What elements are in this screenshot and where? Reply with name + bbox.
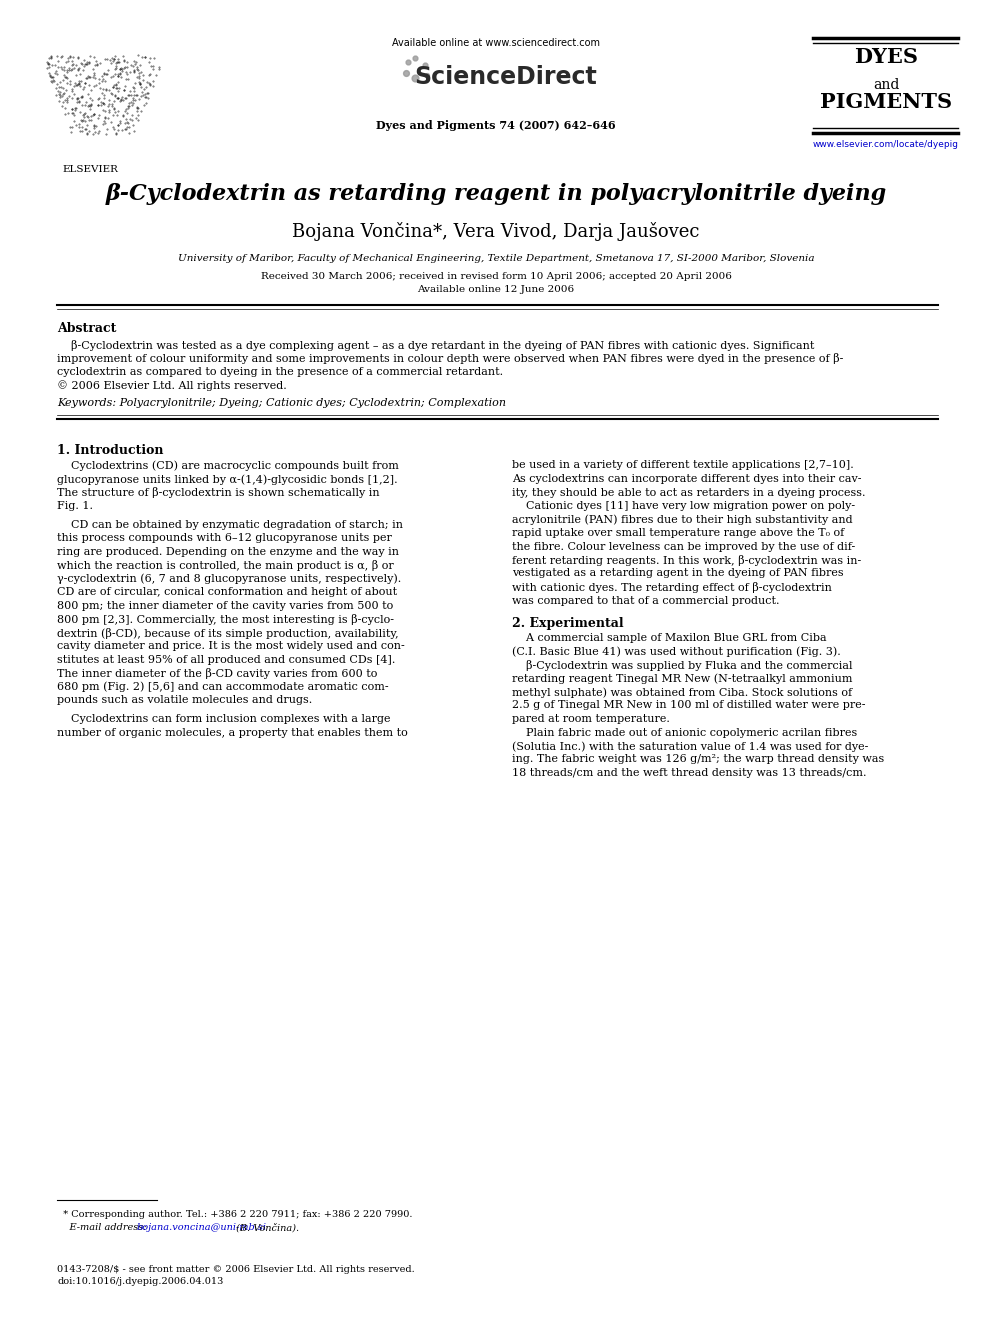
Text: Available online at www.sciencedirect.com: Available online at www.sciencedirect.co…	[392, 38, 600, 48]
Text: with cationic dyes. The retarding effect of β-cyclodextrin: with cationic dyes. The retarding effect…	[512, 582, 832, 593]
Text: * Corresponding author. Tel.: +386 2 220 7911; fax: +386 2 220 7990.: * Corresponding author. Tel.: +386 2 220…	[57, 1211, 413, 1218]
Text: γ-cyclodextrin (6, 7 and 8 glucopyranose units, respectively).: γ-cyclodextrin (6, 7 and 8 glucopyranose…	[57, 574, 401, 585]
Text: PIGMENTS: PIGMENTS	[820, 93, 952, 112]
Bar	[38, 50, 168, 149]
Text: The inner diameter of the β-CD cavity varies from 600 to: The inner diameter of the β-CD cavity va…	[57, 668, 377, 680]
Text: methyl sulphate) was obtained from Ciba. Stock solutions of: methyl sulphate) was obtained from Ciba.…	[512, 687, 852, 697]
Text: dextrin (β-CD), because of its simple production, availability,: dextrin (β-CD), because of its simple pr…	[57, 628, 399, 639]
Text: pared at room temperature.: pared at room temperature.	[512, 714, 670, 724]
Text: 18 threads/cm and the weft thread density was 13 threads/cm.: 18 threads/cm and the weft thread densit…	[512, 767, 866, 778]
Text: Abstract: Abstract	[57, 321, 116, 335]
Text: β-Cyclodextrin as retarding reagent in polyacrylonitrile dyeing: β-Cyclodextrin as retarding reagent in p…	[105, 183, 887, 205]
Text: which the reaction is controlled, the main product is α, β or: which the reaction is controlled, the ma…	[57, 561, 394, 572]
Text: glucopyranose units linked by α-(1,4)-glycosidic bonds [1,2].: glucopyranose units linked by α-(1,4)-gl…	[57, 474, 398, 484]
Text: (B. Vončina).: (B. Vončina).	[233, 1222, 300, 1233]
Text: (C.I. Basic Blue 41) was used without purification (Fig. 3).: (C.I. Basic Blue 41) was used without pu…	[512, 647, 841, 658]
Text: and: and	[873, 78, 899, 93]
Text: Plain fabric made out of anionic copolymeric acrilan fibres: Plain fabric made out of anionic copolym…	[512, 728, 857, 737]
Text: 2. Experimental: 2. Experimental	[512, 617, 624, 630]
Text: ing. The fabric weight was 126 g/m²; the warp thread density was: ing. The fabric weight was 126 g/m²; the…	[512, 754, 884, 765]
Text: doi:10.1016/j.dyepig.2006.04.013: doi:10.1016/j.dyepig.2006.04.013	[57, 1277, 223, 1286]
Text: CD can be obtained by enzymatic degradation of starch; in: CD can be obtained by enzymatic degradat…	[57, 520, 403, 531]
Text: Available online 12 June 2006: Available online 12 June 2006	[418, 284, 574, 294]
Text: 800 pm; the inner diameter of the cavity varies from 500 to: 800 pm; the inner diameter of the cavity…	[57, 601, 393, 611]
Text: be used in a variety of different textile applications [2,7–10].: be used in a variety of different textil…	[512, 460, 854, 471]
Text: β-Cyclodextrin was tested as a dye complexing agent – as a dye retardant in the : β-Cyclodextrin was tested as a dye compl…	[57, 340, 814, 351]
Text: ELSEVIER: ELSEVIER	[62, 165, 118, 175]
Text: ScienceDirect: ScienceDirect	[415, 65, 597, 89]
Text: vestigated as a retarding agent in the dyeing of PAN fibres: vestigated as a retarding agent in the d…	[512, 569, 843, 578]
Text: was compared to that of a commercial product.: was compared to that of a commercial pro…	[512, 595, 780, 606]
Text: 2.5 g of Tinegal MR New in 100 ml of distilled water were pre-: 2.5 g of Tinegal MR New in 100 ml of dis…	[512, 700, 865, 710]
Text: rapid uptake over small temperature range above the T₀ of: rapid uptake over small temperature rang…	[512, 528, 844, 538]
Text: Fig. 1.: Fig. 1.	[57, 501, 93, 511]
Text: www.elsevier.com/locate/dyepig: www.elsevier.com/locate/dyepig	[813, 140, 959, 149]
Text: cyclodextrin as compared to dyeing in the presence of a commercial retardant.: cyclodextrin as compared to dyeing in th…	[57, 366, 503, 377]
Text: © 2006 Elsevier Ltd. All rights reserved.: © 2006 Elsevier Ltd. All rights reserved…	[57, 381, 287, 392]
Text: 680 pm (Fig. 2) [5,6] and can accommodate aromatic com-: 680 pm (Fig. 2) [5,6] and can accommodat…	[57, 681, 389, 692]
Text: bojana.voncina@uni-mb.si: bojana.voncina@uni-mb.si	[137, 1222, 267, 1232]
Text: ferent retarding reagents. In this work, β-cyclodextrin was in-: ferent retarding reagents. In this work,…	[512, 556, 861, 566]
Text: E-mail address:: E-mail address:	[57, 1222, 150, 1232]
Text: As cyclodextrins can incorporate different dyes into their cav-: As cyclodextrins can incorporate differe…	[512, 474, 861, 484]
Text: ring are produced. Depending on the enzyme and the way in: ring are produced. Depending on the enzy…	[57, 546, 399, 557]
Text: stitutes at least 95% of all produced and consumed CDs [4].: stitutes at least 95% of all produced an…	[57, 655, 396, 665]
Text: The structure of β-cyclodextrin is shown schematically in: The structure of β-cyclodextrin is shown…	[57, 487, 380, 499]
Text: 1. Introduction: 1. Introduction	[57, 445, 164, 458]
Text: improvement of colour uniformity and some improvements in colour depth were obse: improvement of colour uniformity and som…	[57, 353, 843, 365]
Text: ity, they should be able to act as retarders in a dyeing process.: ity, they should be able to act as retar…	[512, 487, 865, 497]
Text: 800 pm [2,3]. Commercially, the most interesting is β-cyclo-: 800 pm [2,3]. Commercially, the most int…	[57, 614, 394, 626]
Text: Keywords: Polyacrylonitrile; Dyeing; Cationic dyes; Cyclodextrin; Complexation: Keywords: Polyacrylonitrile; Dyeing; Cat…	[57, 398, 506, 409]
Text: A commercial sample of Maxilon Blue GRL from Ciba: A commercial sample of Maxilon Blue GRL …	[512, 632, 826, 643]
Text: this process compounds with 6–12 glucopyranose units per: this process compounds with 6–12 glucopy…	[57, 533, 392, 544]
Text: acrylonitrile (PAN) fibres due to their high substantivity and: acrylonitrile (PAN) fibres due to their …	[512, 515, 853, 525]
Text: Cyclodextrins can form inclusion complexes with a large: Cyclodextrins can form inclusion complex…	[57, 714, 391, 724]
Text: retarding reagent Tinegal MR New (N-tetraalkyl ammonium: retarding reagent Tinegal MR New (N-tetr…	[512, 673, 852, 684]
Text: CD are of circular, conical conformation and height of about: CD are of circular, conical conformation…	[57, 587, 397, 598]
Text: Received 30 March 2006; received in revised form 10 April 2006; accepted 20 Apri: Received 30 March 2006; received in revi…	[261, 273, 731, 280]
Text: Cationic dyes [11] have very low migration power on poly-: Cationic dyes [11] have very low migrati…	[512, 501, 855, 511]
Text: cavity diameter and price. It is the most widely used and con-: cavity diameter and price. It is the mos…	[57, 642, 405, 651]
Text: Cyclodextrins (CD) are macrocyclic compounds built from: Cyclodextrins (CD) are macrocyclic compo…	[57, 460, 399, 471]
Text: University of Maribor, Faculty of Mechanical Engineering, Textile Department, Sm: University of Maribor, Faculty of Mechan…	[178, 254, 814, 263]
Text: Dyes and Pigments 74 (2007) 642–646: Dyes and Pigments 74 (2007) 642–646	[376, 120, 616, 131]
Text: Bojana Vončina*, Vera Vivod, Darja Jaušovec: Bojana Vončina*, Vera Vivod, Darja Jaušo…	[293, 222, 699, 241]
Text: DYES: DYES	[854, 48, 918, 67]
Text: 0143-7208/$ - see front matter © 2006 Elsevier Ltd. All rights reserved.: 0143-7208/$ - see front matter © 2006 El…	[57, 1265, 415, 1274]
Text: β-Cyclodextrin was supplied by Fluka and the commercial: β-Cyclodextrin was supplied by Fluka and…	[512, 660, 852, 671]
Text: the fibre. Colour levelness can be improved by the use of dif-: the fibre. Colour levelness can be impro…	[512, 541, 855, 552]
Text: (Solutia Inc.) with the saturation value of 1.4 was used for dye-: (Solutia Inc.) with the saturation value…	[512, 741, 868, 751]
Text: number of organic molecules, a property that enables them to: number of organic molecules, a property …	[57, 728, 408, 738]
Text: pounds such as volatile molecules and drugs.: pounds such as volatile molecules and dr…	[57, 696, 312, 705]
